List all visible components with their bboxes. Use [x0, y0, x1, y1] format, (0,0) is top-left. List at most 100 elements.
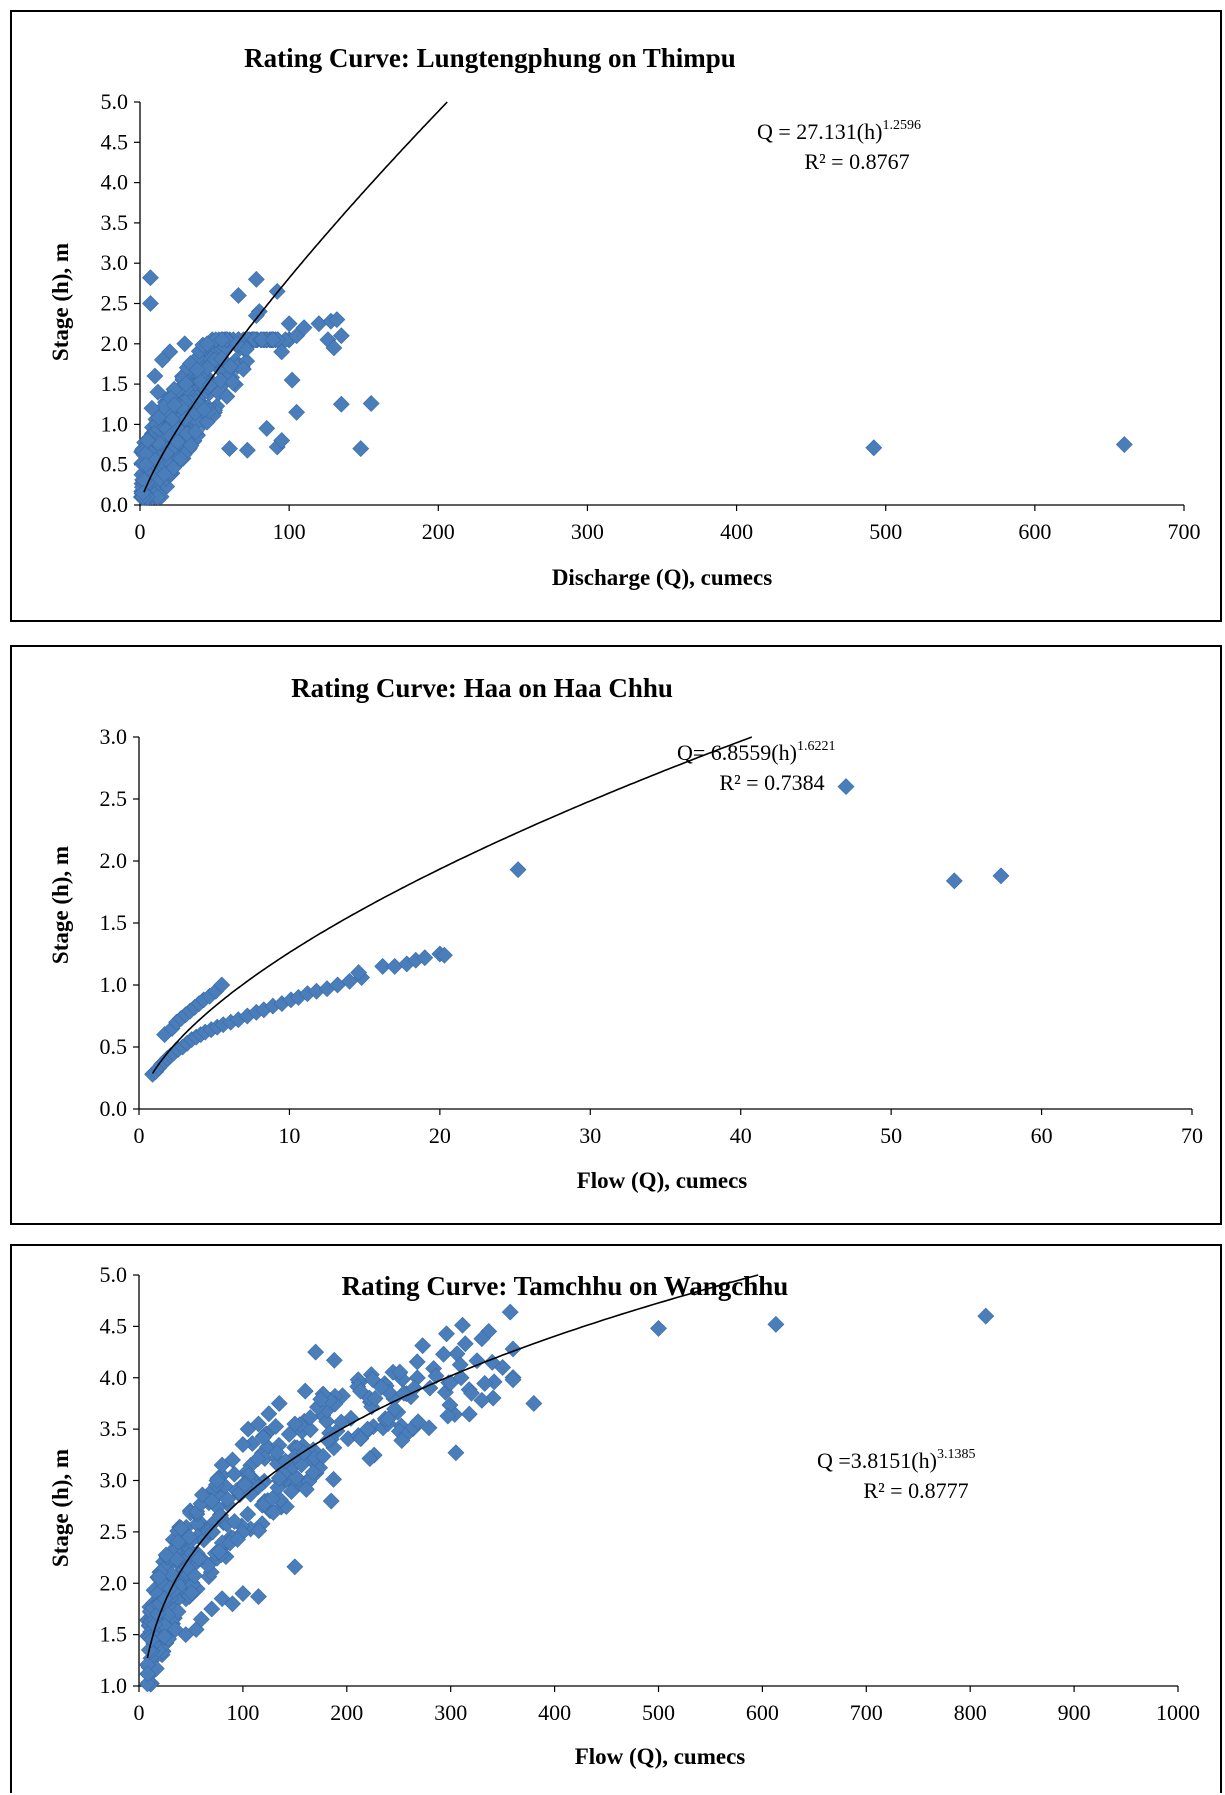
- data-point: [435, 946, 453, 964]
- data-point: [447, 1444, 465, 1462]
- data-point: [187, 423, 205, 441]
- data-point: [277, 1452, 294, 1470]
- data-point: [224, 1451, 241, 1469]
- x-tick-label: 300: [434, 1700, 467, 1725]
- data-point: [504, 1340, 522, 1358]
- data-point: [254, 1429, 272, 1446]
- x-tick-label: 400: [538, 1700, 571, 1725]
- data-point: [234, 1436, 252, 1453]
- y-tick-label: 5.0: [100, 1262, 128, 1287]
- y-tick-label: 4.0: [101, 170, 129, 195]
- data-point: [250, 1415, 267, 1433]
- data-point: [468, 1352, 486, 1370]
- data-point: [204, 1523, 221, 1541]
- x-tick-label: 700: [850, 1700, 883, 1725]
- data-point: [273, 432, 291, 449]
- data-point: [139, 432, 156, 449]
- y-tick-label: 3.0: [100, 724, 128, 749]
- x-axis-title: Flow (Q), cumecs: [575, 1744, 746, 1769]
- data-point: [210, 384, 228, 402]
- x-tick-label: 60: [1031, 1123, 1053, 1148]
- y-tick-label: 0.5: [101, 452, 129, 477]
- equation-exponent: 1.2596: [882, 118, 921, 133]
- r-squared: R² = 0.7384: [719, 770, 824, 795]
- data-point: [264, 1504, 282, 1521]
- chart-panel-haa: Rating Curve: Haa on Haa Chhu Flow (Q), …: [10, 645, 1222, 1225]
- x-tick-label: 30: [579, 1123, 601, 1148]
- data-point: [143, 399, 161, 417]
- data-point: [473, 1330, 491, 1348]
- data-point: [405, 1379, 423, 1397]
- data-point: [473, 1391, 491, 1409]
- x-tick-label: 200: [330, 1700, 363, 1725]
- x-tick-label: 200: [422, 519, 455, 544]
- y-tick-label: 0.0: [100, 1096, 128, 1121]
- data-point: [212, 371, 229, 389]
- y-axis-title: Stage (h), m: [48, 846, 73, 964]
- data-point: [350, 964, 368, 982]
- data-point: [239, 1505, 257, 1523]
- data-point: [352, 1430, 369, 1447]
- x-tick-label: 50: [880, 1123, 902, 1148]
- data-point: [310, 315, 328, 333]
- data-point: [199, 359, 216, 377]
- data-point: [250, 1588, 267, 1606]
- data-point: [221, 440, 238, 458]
- y-tick-label: 2.0: [100, 1570, 128, 1595]
- equation-exponent: 1.6221: [797, 739, 836, 754]
- data-point: [304, 1464, 322, 1481]
- data-point: [359, 1420, 377, 1438]
- data-point: [504, 1371, 522, 1389]
- data-point: [408, 1353, 426, 1371]
- data-point: [362, 395, 380, 412]
- x-tick-label: 800: [954, 1700, 987, 1725]
- data-point: [195, 401, 213, 419]
- y-tick-label: 2.5: [101, 291, 129, 316]
- data-point: [837, 778, 855, 796]
- y-tick-label: 0.0: [101, 492, 129, 517]
- data-point: [301, 1409, 319, 1427]
- x-tick-label: 900: [1058, 1700, 1091, 1725]
- data-points: [138, 1303, 995, 1693]
- data-point: [420, 1419, 438, 1437]
- data-point: [156, 1628, 173, 1645]
- data-point: [180, 1528, 198, 1546]
- data-point: [438, 1325, 455, 1343]
- data-point: [249, 1478, 267, 1496]
- data-point: [332, 395, 350, 413]
- y-tick-label: 1.0: [100, 1673, 128, 1698]
- data-point: [142, 295, 159, 312]
- x-tick-label: 400: [720, 519, 753, 544]
- data-point: [295, 319, 313, 337]
- data-point: [177, 375, 195, 393]
- data-point: [286, 1558, 304, 1576]
- data-points: [133, 269, 1133, 506]
- x-tick-label: 10: [278, 1123, 300, 1148]
- data-point: [153, 351, 171, 369]
- data-point: [296, 1382, 314, 1400]
- data-point: [386, 957, 404, 975]
- regression-equation: Q= 6.8559(h)1.6221: [677, 739, 835, 765]
- axes: 0.0 0.5 1.0 1.5 2.0 2.5 3.0 3.5 4.0 4.5 5.0 0 100 200…: [101, 89, 1201, 544]
- y-tick-label: 4.5: [101, 129, 129, 154]
- data-point: [352, 1382, 369, 1400]
- data-point: [328, 311, 346, 329]
- data-point: [149, 383, 167, 401]
- y-tick-label: 3.0: [101, 250, 129, 275]
- r-squared: R² = 0.8767: [804, 149, 909, 174]
- data-point: [414, 1337, 432, 1355]
- data-point: [137, 456, 155, 474]
- data-point: [224, 374, 242, 391]
- data-point: [409, 1413, 427, 1431]
- equation-text: Q = 27.131(h): [757, 119, 882, 144]
- data-point: [361, 1450, 379, 1467]
- x-tick-label: 0: [135, 519, 146, 544]
- data-point: [865, 439, 883, 457]
- data-point: [258, 420, 276, 437]
- data-points: [144, 778, 1010, 1083]
- y-tick-label: 2.5: [100, 786, 128, 811]
- data-point: [142, 269, 159, 287]
- data-point: [463, 1384, 480, 1402]
- data-point: [163, 410, 181, 428]
- data-point: [435, 1345, 452, 1363]
